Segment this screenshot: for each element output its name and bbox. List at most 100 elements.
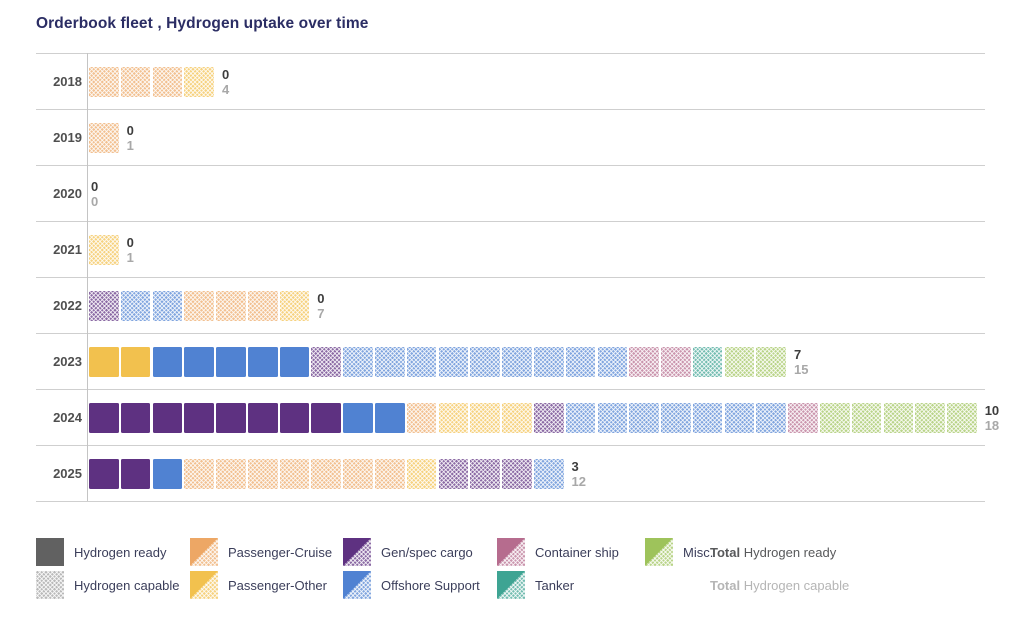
cell-passenger_cruise-capable xyxy=(184,458,214,489)
value-labels-2025: 3 12 xyxy=(572,459,586,489)
legend-item-hydrogen-capable: Total Hydrogen capable xyxy=(710,571,849,599)
gen-spec-cargo-swatch-icon xyxy=(343,538,371,566)
legend-item-tanker: Tanker xyxy=(497,571,574,599)
cells-2025 xyxy=(89,458,564,489)
cell-passenger_other-capable xyxy=(470,402,500,433)
value-labels-2023: 7 15 xyxy=(794,347,808,377)
cell-gen_spec_cargo-capable xyxy=(438,458,469,489)
total-ready-label: Total Hydrogen ready xyxy=(710,544,837,560)
offshore-support-swatch-icon xyxy=(343,571,371,599)
cell-offshore_support-ready xyxy=(152,346,183,377)
year-row-2025: 2025 3 12 xyxy=(36,445,985,501)
cell-misc-capable xyxy=(883,402,914,433)
cell-passenger_other-capable xyxy=(184,66,214,97)
cell-offshore_support-ready xyxy=(375,402,405,433)
legend-item-passenger-other: Passenger-Other xyxy=(190,571,327,599)
passenger-cruise-swatch-icon xyxy=(190,538,218,566)
container-ship-swatch-icon xyxy=(497,538,525,566)
cell-gen_spec_cargo-ready xyxy=(184,402,214,433)
cell-misc-capable xyxy=(819,402,850,433)
cell-offshore_support-capable xyxy=(375,346,405,377)
cell-misc-capable xyxy=(851,402,882,433)
year-label: 2025 xyxy=(53,466,82,481)
year-row-2024: 2024 10 18 xyxy=(36,389,999,445)
cells-2022 xyxy=(89,290,310,321)
hydrogen-capable-swatch-icon xyxy=(36,571,64,599)
passenger-other-swatch-icon xyxy=(190,571,218,599)
ready-count: 0 xyxy=(91,178,99,194)
cell-misc-capable xyxy=(947,402,977,433)
cell-offshore_support-capable xyxy=(533,458,564,489)
capable-count: 4 xyxy=(221,81,230,97)
cell-gen_spec_cargo-ready xyxy=(216,402,246,433)
capable-count: 1 xyxy=(126,137,134,153)
total-capable-label: Total Hydrogen capable xyxy=(710,577,850,593)
cell-gen_spec_cargo-capable xyxy=(533,402,564,433)
cell-passenger_cruise-capable xyxy=(279,458,310,489)
year-label: 2018 xyxy=(53,74,82,89)
cell-passenger_cruise-capable xyxy=(216,458,246,489)
cell-gen_spec_cargo-capable xyxy=(311,346,342,377)
legend-label: Misc. xyxy=(683,544,714,560)
legend-item-misc: Misc. xyxy=(645,538,713,566)
cell-passenger_cruise-capable xyxy=(406,402,437,433)
cell-gen_spec_cargo-ready xyxy=(247,402,278,433)
cell-gen_spec_cargo-ready xyxy=(311,402,342,433)
cell-offshore_support-capable xyxy=(565,346,596,377)
legend-item-passenger-cruise: Passenger-Cruise xyxy=(190,538,332,566)
cell-offshore_support-capable xyxy=(152,290,183,321)
hydrogen-ready-swatch-icon xyxy=(36,538,64,566)
cell-offshore_support-capable xyxy=(692,402,723,433)
legend-item-hydrogen-ready: Hydrogen ready xyxy=(36,538,167,566)
cells-2018 xyxy=(89,66,214,97)
chart-legend: Hydrogen ready Hydrogen capable Passenger-… xyxy=(0,538,1024,608)
cell-passenger_cruise-capable xyxy=(247,290,278,321)
cell-container_ship-capable xyxy=(629,346,659,377)
cell-gen_spec_cargo-ready xyxy=(120,402,151,433)
capable-count: 7 xyxy=(317,305,325,321)
year-label: 2021 xyxy=(53,242,82,257)
year-row-2020: 2020 0 0 xyxy=(36,165,985,221)
cell-gen_spec_cargo-ready xyxy=(279,402,310,433)
legend-label: Passenger-Cruise xyxy=(228,544,333,560)
cell-offshore_support-ready xyxy=(216,346,246,377)
ready-count: 0 xyxy=(126,234,134,250)
cell-offshore_support-capable xyxy=(120,290,151,321)
chart-rows: 2018 0 4 2019 0 1 2020 0 0 2021 0 1 2022 0 7 2023 7 15 202… xyxy=(36,53,999,501)
cell-gen_spec_cargo-capable xyxy=(89,290,119,321)
ready-count: 10 xyxy=(984,402,1000,418)
cell-offshore_support-capable xyxy=(565,402,596,433)
cell-container_ship-capable xyxy=(788,402,818,433)
cell-offshore_support-capable xyxy=(343,346,373,377)
tanker-swatch-icon xyxy=(497,571,525,599)
cell-gen_spec_cargo-capable xyxy=(502,458,532,489)
legend-item-container-ship: Container ship xyxy=(497,538,619,566)
cell-passenger_cruise-capable xyxy=(89,122,119,153)
cell-passenger_other-ready xyxy=(120,346,151,377)
legend-label: Hydrogen ready xyxy=(74,544,167,560)
cell-offshore_support-capable xyxy=(438,346,469,377)
cell-passenger_other-capable xyxy=(406,458,437,489)
cell-offshore_support-capable xyxy=(502,346,532,377)
ready-count: 0 xyxy=(221,66,230,82)
capable-count: 18 xyxy=(984,417,1000,433)
year-label: 2024 xyxy=(53,410,82,425)
cell-offshore_support-ready xyxy=(279,346,310,377)
legend-item-gen-spec-cargo: Gen/spec cargo xyxy=(343,538,473,566)
cell-gen_spec_cargo-ready xyxy=(120,458,151,489)
y-axis-line xyxy=(87,53,88,501)
value-labels-2024: 10 18 xyxy=(985,403,999,433)
cell-passenger_other-capable xyxy=(89,234,119,265)
cells-2019 xyxy=(89,122,119,153)
misc-swatch-icon xyxy=(645,538,673,566)
cell-passenger_other-capable xyxy=(502,402,532,433)
cell-offshore_support-capable xyxy=(661,402,691,433)
cell-offshore_support-ready xyxy=(152,458,183,489)
year-row-2019: 2019 0 1 xyxy=(36,109,985,165)
year-label: 2020 xyxy=(53,186,82,201)
capable-count: 0 xyxy=(91,193,99,209)
cell-passenger_cruise-capable xyxy=(343,458,373,489)
cell-misc-capable xyxy=(915,402,945,433)
